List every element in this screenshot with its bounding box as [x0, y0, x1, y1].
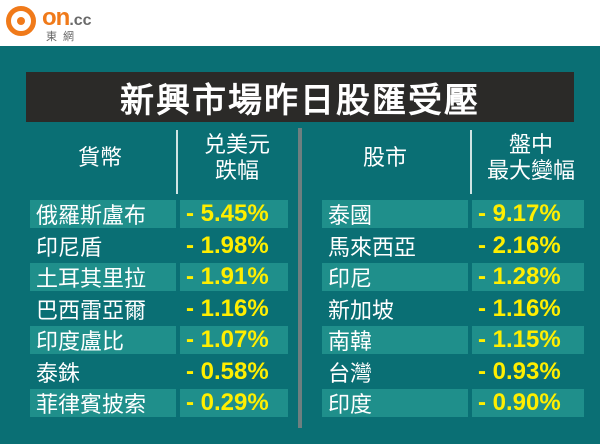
row-name: 土耳其里拉	[30, 263, 176, 292]
logo-subtitle: 東網	[46, 30, 80, 43]
left-header-divider	[176, 130, 178, 194]
table-divider	[298, 128, 302, 428]
table-row: 南韓 - 1.15%	[322, 325, 584, 355]
row-value: - 5.45%	[180, 200, 288, 228]
table-row: 新加坡 - 1.16%	[322, 294, 584, 324]
row-name: 新加坡	[328, 298, 395, 324]
row-value: - 1.28%	[472, 263, 584, 291]
table-row: 台灣 - 0.93%	[322, 357, 584, 387]
row-name: 南韓	[322, 326, 468, 355]
left-col2-header-line2: 跌幅	[214, 159, 259, 184]
row-name: 印度	[322, 389, 468, 418]
table-row: 印尼盾 - 1.98%	[30, 231, 288, 261]
row-name: 泰銖	[36, 361, 81, 387]
table-row: 泰銖 - 0.58%	[30, 357, 288, 387]
row-value: - 1.91%	[180, 263, 288, 291]
table-row: 印尼 - 1.28%	[322, 262, 584, 292]
row-value: - 1.16%	[478, 294, 561, 322]
row-name: 印尼盾	[36, 235, 103, 261]
row-name: 印度盧比	[30, 326, 176, 355]
table-row: 印度盧比 - 1.07%	[30, 325, 288, 355]
left-col2-header: 兑美元 跌幅	[182, 133, 292, 185]
row-value: - 1.98%	[186, 231, 269, 259]
row-value: - 0.29%	[180, 389, 288, 417]
right-header-divider	[470, 130, 472, 194]
logo-ring-icon	[6, 6, 36, 36]
row-name: 菲律賓披索	[30, 389, 176, 418]
page-title: 新興市場昨日股匯受壓	[26, 72, 574, 122]
row-name: 台灣	[328, 361, 373, 387]
left-col1-header: 貨幣	[77, 146, 122, 171]
row-value: - 2.16%	[478, 231, 561, 259]
row-value: - 0.90%	[472, 389, 584, 417]
table-row: 泰國 - 9.17%	[322, 199, 584, 229]
right-col2-header-line2: 最大變幅	[486, 159, 575, 184]
right-col1-header: 股市	[362, 146, 407, 171]
table-row: 菲律賓披索 - 0.29%	[30, 388, 288, 418]
row-name: 俄羅斯盧布	[30, 200, 176, 229]
table-row: 印度 - 0.90%	[322, 388, 584, 418]
row-value: - 1.16%	[186, 294, 269, 322]
row-name: 泰國	[322, 200, 468, 229]
table-row: 巴西雷亞爾 - 1.16%	[30, 294, 288, 324]
row-value: - 9.17%	[472, 200, 584, 228]
row-name: 巴西雷亞爾	[36, 298, 147, 324]
row-value: - 1.07%	[180, 326, 288, 354]
right-col2-header: 盤中 最大變幅	[476, 133, 586, 185]
row-name: 印尼	[322, 263, 468, 292]
table-row: 俄羅斯盧布 - 5.45%	[30, 199, 288, 229]
logo-brand: on.cc	[42, 4, 92, 31]
row-value: - 0.93%	[478, 357, 561, 385]
right-col2-header-line1: 盤中	[508, 133, 553, 158]
table-row: 馬來西亞 - 2.16%	[322, 231, 584, 261]
row-name: 馬來西亞	[328, 235, 417, 261]
table-row: 土耳其里拉 - 1.91%	[30, 262, 288, 292]
left-col2-header-line1: 兑美元	[203, 133, 270, 158]
row-value: - 1.15%	[472, 326, 584, 354]
oncc-logo: on.cc 東網	[2, 2, 122, 43]
row-value: - 0.58%	[186, 357, 269, 385]
